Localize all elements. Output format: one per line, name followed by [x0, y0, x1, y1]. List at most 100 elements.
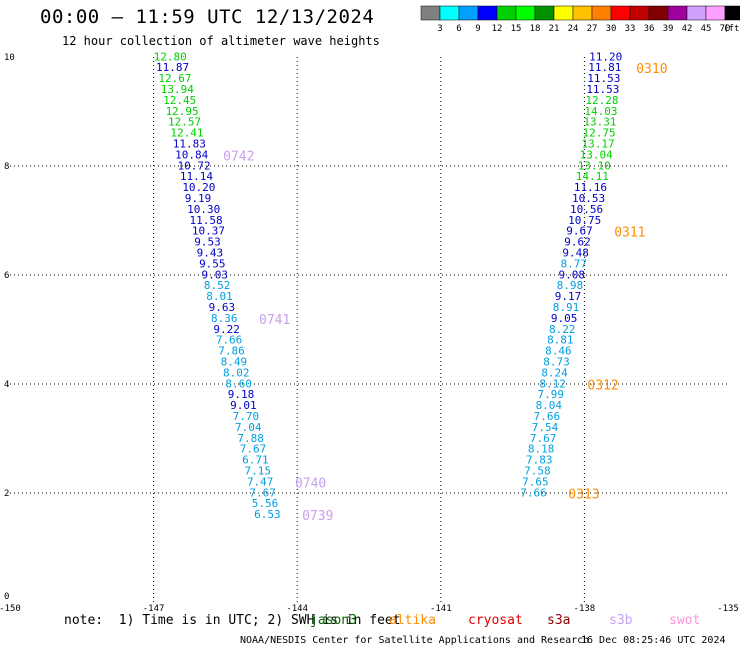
wave-height-point: 11.20: [589, 50, 622, 63]
wave-height-point: 12.95: [166, 105, 199, 118]
wave-height-point: 9.05: [551, 312, 578, 325]
wave-height-point: 9.55: [199, 257, 226, 270]
chart-marks: 12.8011.8712.6713.9412.4512.9512.5712.41…: [154, 50, 623, 521]
wave-height-point: 8.36: [211, 312, 238, 325]
wave-height-point: 10.53: [572, 192, 605, 205]
colorbar-swatch: [515, 5, 536, 21]
wave-height-point: 13.04: [580, 148, 613, 161]
wave-height-point: 9.63: [209, 301, 236, 314]
wave-height-point: 14.11: [576, 170, 609, 183]
wave-height-point: 11.53: [586, 83, 619, 96]
wave-height-point: 8.77: [560, 257, 587, 270]
x-tick-label: -141: [430, 604, 452, 614]
colorbar-tick-label: 30: [606, 24, 617, 34]
wave-height-point: 12.57: [168, 116, 201, 129]
wave-height-point: 9.03: [201, 268, 228, 281]
time-labels: 0742 0741 0740 0739 0310 0311 0312 0313: [223, 62, 667, 524]
x-tick-label: -144: [286, 604, 308, 614]
wave-height-point: 7.66: [534, 410, 561, 423]
wave-height-point: 7.70: [233, 410, 260, 423]
wave-height-point: 12.45: [163, 94, 196, 107]
wave-height-point: 8.60: [225, 377, 252, 390]
x-tick-label: -138: [574, 604, 596, 614]
wave-height-point: 8.04: [536, 399, 563, 412]
wave-height-point: 8.52: [204, 279, 231, 292]
colorbar-tick-label: 15: [511, 24, 522, 34]
wave-height-point: 7.67: [530, 432, 557, 445]
wave-height-point: 9.43: [197, 246, 224, 259]
wave-height-point: 9.48: [562, 246, 589, 259]
satellite-legend-item: jason3: [310, 613, 357, 628]
wave-height-point: 7.04: [235, 421, 262, 434]
pass-time-label: 0313: [568, 487, 599, 502]
colorbar-swatch: [648, 5, 669, 21]
wave-height-point: 7.67: [240, 443, 267, 456]
x-tick-label: -135: [717, 604, 739, 614]
wave-height-point: 8.02: [223, 366, 250, 379]
footer-note: note: 1) Time is in UTC; 2) SWH is in fe…: [64, 613, 401, 628]
wave-height-point: 10.30: [187, 203, 220, 216]
wave-height-point: 7.88: [237, 432, 264, 445]
colorbar-swatch: [477, 5, 498, 21]
colorbar-tick-label: 9: [475, 24, 480, 34]
satellite-legend-item: altika: [389, 613, 436, 628]
colorbar-swatch: [534, 5, 555, 21]
wave-height-point: 11.81: [588, 61, 621, 74]
colorbar-tick-label: 33: [625, 24, 636, 34]
chart-grid: -150 -147 -144 -141 -138 -135 0 2 4 6 8 10: [0, 53, 739, 614]
wave-height-point: 9.62: [564, 236, 591, 249]
wave-height-point: 7.15: [245, 464, 272, 477]
colorbar-unit-label: (ft): [723, 24, 740, 34]
page-title: 00:00 – 11:59 UTC 12/13/2024: [40, 6, 375, 28]
wave-height-point: 8.81: [547, 334, 574, 347]
wave-height-point: 7.47: [247, 475, 274, 488]
wave-height-point: 7.83: [526, 454, 553, 467]
colorbar-swatch: [439, 5, 460, 21]
pass-time-label: 0311: [614, 226, 645, 241]
wave-height-point: 8.73: [543, 355, 570, 368]
wave-height-point: 11.83: [173, 137, 206, 150]
wave-height-point: 9.17: [555, 290, 582, 303]
colorbar-tick-label: 6: [456, 24, 461, 34]
satellite-legend-item: swot: [669, 613, 701, 628]
wave-height-point: 9.18: [228, 388, 255, 401]
satellite-legend-item: s3a: [547, 613, 571, 628]
y-tick-label: 6: [4, 271, 9, 281]
pass-time-label: 0739: [302, 509, 333, 524]
wave-height-point: 9.08: [559, 268, 586, 281]
colorbar-tick-label: 21: [549, 24, 560, 34]
wave-height-point: 9.22: [213, 323, 240, 336]
wave-height-point: 7.54: [532, 421, 559, 434]
colorbar-swatch: [420, 5, 441, 21]
satellite-legend-item: s3b: [609, 613, 633, 628]
wave-height-point: 9.67: [566, 225, 593, 238]
pass-time-label: 0310: [636, 62, 667, 77]
y-tick-label: 4: [4, 380, 9, 390]
wave-height-point: 5.56: [252, 497, 279, 510]
colorbar-tick-label: 12: [492, 24, 503, 34]
wave-height-point: 6.71: [242, 454, 268, 467]
colorbar-swatch: [705, 5, 726, 21]
wave-height-point: 9.19: [185, 192, 212, 205]
colorbar-tick-label: 36: [644, 24, 655, 34]
wave-height-point: 7.86: [218, 345, 245, 358]
footer-credit: NOAA/NESDIS Center for Satellite Applica…: [240, 635, 590, 646]
colorbar-tick-label: 42: [682, 24, 693, 34]
x-tick-label: -147: [143, 604, 165, 614]
colorbar-swatch: [686, 5, 707, 21]
wave-height-point: 7.65: [522, 475, 549, 488]
wave-height-point: 7.67: [249, 486, 275, 499]
wave-height-point: 6.53: [254, 508, 281, 521]
colorbar-tick-label: 24: [568, 24, 579, 34]
wave-height-point: 12.28: [585, 94, 618, 107]
y-tick-label: 8: [4, 162, 9, 172]
colorbar-tick-label: 18: [530, 24, 541, 34]
y-tick-label: 0: [4, 592, 9, 602]
wave-height-point: 13.10: [578, 159, 611, 172]
wave-height-point: 11.16: [574, 181, 607, 194]
wave-height-point: 8.98: [557, 279, 584, 292]
wave-height-point: 8.01: [206, 290, 233, 303]
colorbar-swatch: [553, 5, 574, 21]
